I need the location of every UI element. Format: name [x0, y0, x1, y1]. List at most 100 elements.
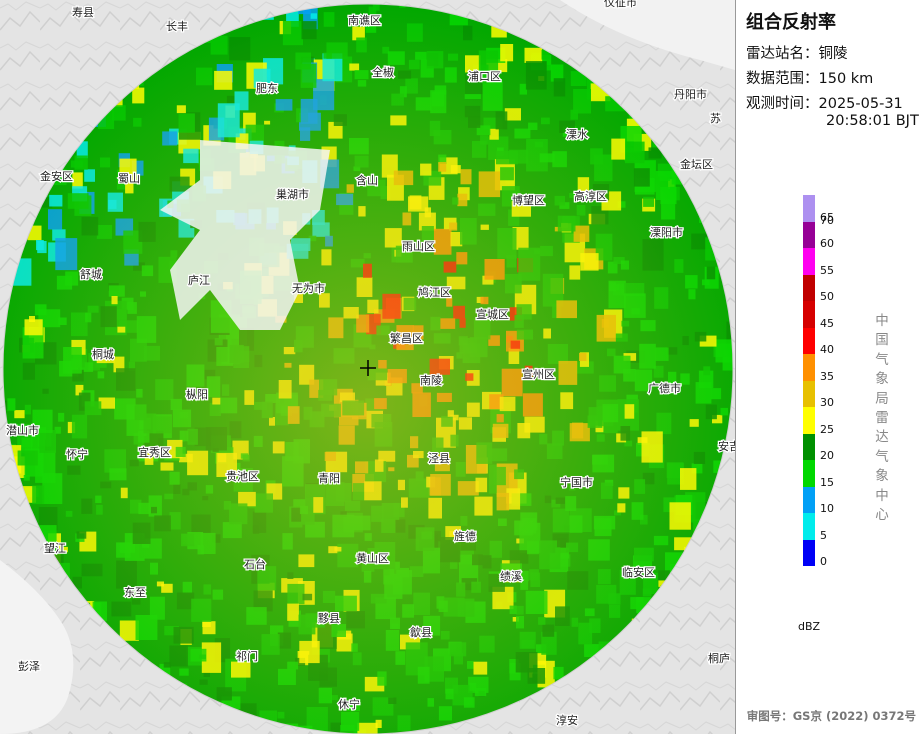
place-label: 仪征市 — [604, 0, 637, 9]
place-label: 望江 — [44, 542, 66, 555]
range-label: 数据范围： — [746, 71, 819, 87]
place-label: 黟县 — [318, 612, 340, 625]
place-label: 青阳 — [318, 472, 340, 485]
legend-tick: 55 — [820, 263, 834, 277]
legend-swatch — [803, 195, 815, 222]
approval-number: 审图号：GS京 (2022) 0372号 — [746, 709, 916, 723]
info-panel: 组合反射率 雷达站名：铜陵 数据范围：150 km 观测时间：2025-05-3… — [735, 0, 924, 734]
place-label: 南谯区 — [348, 13, 381, 27]
place-label: 淳安 — [556, 713, 578, 727]
place-label: 潜山市 — [6, 423, 39, 437]
lowland-area — [0, 560, 74, 734]
place-label: 溧水 — [566, 127, 588, 141]
legend-swatch — [803, 327, 815, 354]
legend-tick: 70 — [820, 214, 834, 227]
radar-site-marker — [360, 360, 376, 376]
color-legend — [803, 195, 815, 566]
legend-swatch — [803, 486, 815, 513]
range-ring — [2, 3, 734, 734]
place-label: 金安区 — [40, 169, 73, 183]
legend-tick: 60 — [820, 237, 834, 250]
place-label: 旌德 — [454, 529, 476, 543]
place-label: 浦口区 — [468, 70, 501, 83]
place-label: 桐城 — [92, 347, 114, 361]
place-label: 怀宁 — [66, 447, 88, 461]
place-label: 安吉 — [718, 439, 735, 453]
legend-swatch — [803, 274, 815, 301]
legend-swatch — [803, 513, 815, 540]
place-label: 宣城区 — [476, 307, 509, 321]
place-label: 庐江 — [188, 273, 210, 287]
place-label: 丹阳市 — [674, 87, 707, 101]
place-label: 肥东 — [256, 82, 278, 95]
place-label: 宜秀区 — [138, 445, 171, 459]
place-label: 雨山区 — [402, 240, 435, 253]
place-label: 祁门 — [236, 649, 258, 663]
place-label: 临安区 — [622, 565, 655, 579]
legend-tick: 15 — [820, 475, 834, 489]
place-label: 桐庐 — [708, 651, 730, 665]
legend-swatch — [803, 407, 815, 434]
place-label: 蜀山 — [118, 172, 140, 185]
legend-swatch — [803, 221, 815, 248]
place-label: 彭泽 — [18, 659, 40, 673]
place-label: 宣州区 — [522, 367, 555, 381]
legend-tick: 65 — [820, 210, 834, 224]
range-row: 数据范围：150 km — [746, 67, 873, 88]
legend-tick: 0 — [820, 555, 827, 568]
legend-tick: 25 — [820, 422, 834, 436]
place-label: 寿县 — [72, 5, 94, 19]
product-title: 组合反射率 — [746, 12, 836, 33]
legend-swatch — [803, 460, 815, 487]
place-label: 全椒 — [372, 65, 394, 79]
legend-tick: 30 — [820, 396, 834, 409]
radar-map[interactable]: 寿县 长丰 南谯区 仪征市 丹阳市苏金坛区 全椒 浦口区 肥东 金安区 蜀山 巢湖市 含山 溧水 高淳区溧… — [0, 0, 735, 734]
place-label: 贵池区 — [226, 470, 259, 483]
place-label: 南陵 — [420, 374, 442, 387]
range-value: 150 km — [818, 71, 874, 87]
legend-swatch — [803, 354, 815, 381]
place-label: 金坛区 — [680, 157, 713, 171]
place-label: 繁昌区 — [390, 331, 423, 345]
place-label: 鸠江区 — [418, 285, 451, 299]
legend-tick: 45 — [820, 316, 834, 330]
place-label: 舒城 — [80, 267, 102, 281]
place-label: 含山 — [356, 173, 378, 187]
place-label: 宁国市 — [560, 475, 593, 489]
station-row: 雷达站名：铜陵 — [746, 42, 848, 63]
place-label: 石台 — [244, 557, 266, 571]
place-label: 枞阳 — [186, 388, 208, 401]
legend-swatch — [803, 433, 815, 460]
place-label: 博望区 — [512, 194, 545, 207]
place-label: 歙县 — [410, 625, 432, 639]
place-label: 黄山区 — [356, 551, 389, 565]
lowland-area-ne — [560, 0, 735, 70]
place-label: 无为市 — [292, 281, 325, 295]
time-row: 观测时间：2025-05-31 — [746, 92, 903, 113]
station-label: 雷达站名： — [746, 46, 819, 62]
place-label: 东至 — [124, 586, 146, 599]
place-label: 高淳区 — [574, 189, 607, 203]
legend-swatch — [803, 380, 815, 407]
time-label: 观测时间： — [746, 96, 819, 112]
legend-tick: 10 — [820, 502, 834, 515]
legend-tick: 20 — [820, 449, 834, 462]
place-label: 巢湖市 — [276, 187, 309, 201]
legend-swatch — [803, 539, 815, 566]
station-value: 铜陵 — [818, 46, 848, 62]
place-label: 绩溪 — [500, 570, 522, 583]
legend-tick: 35 — [820, 369, 834, 383]
legend-unit: dBZ — [798, 620, 821, 633]
place-label: 苏 — [710, 112, 721, 125]
legend-tick: 5 — [820, 528, 827, 542]
legend-tick: 50 — [820, 290, 834, 303]
time-date: 2025-05-31 — [818, 96, 903, 112]
place-label: 休宁 — [338, 697, 360, 711]
place-label: 泾县 — [428, 452, 450, 465]
legend-swatch — [803, 248, 815, 275]
time-clock: 20:58:01 BJT — [826, 113, 919, 129]
place-label: 广德市 — [648, 381, 681, 395]
place-label: 溧阳市 — [650, 225, 683, 239]
